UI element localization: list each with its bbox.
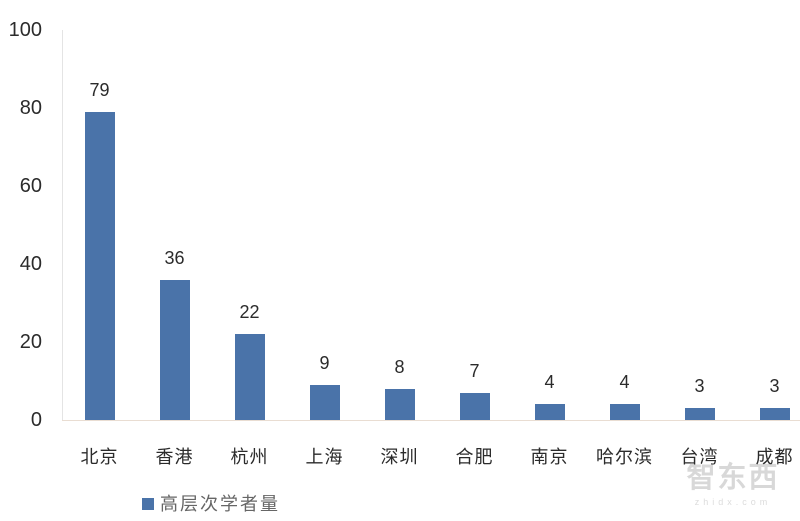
bar (459, 393, 490, 420)
bar (159, 280, 190, 420)
legend-label: 高层次学者量 (160, 494, 280, 514)
x-tick-label: 南京 (530, 447, 569, 467)
legend: 高层次学者量 (142, 494, 280, 514)
y-tick-label: 40 (19, 253, 42, 275)
bar (84, 112, 115, 420)
bar (759, 408, 790, 420)
legend-swatch-icon (142, 498, 154, 510)
x-tick-label: 香港 (155, 447, 194, 467)
x-tick-label: 合肥 (455, 447, 494, 467)
x-axis-line (62, 420, 800, 421)
bar-value-label: 4 (619, 372, 630, 392)
bar-value-label: 9 (319, 353, 330, 373)
watermark: 智东西 zhidx.com (678, 462, 788, 507)
x-tick-label: 深圳 (380, 447, 419, 467)
x-tick-label: 哈尔滨 (596, 447, 653, 467)
bar (384, 389, 415, 420)
bar (309, 385, 340, 420)
bar-value-label: 7 (469, 361, 480, 381)
x-tick-label: 台湾 (680, 447, 719, 467)
bar (684, 408, 715, 420)
bar-value-label: 36 (164, 248, 185, 268)
bar (234, 334, 265, 420)
bar-value-label: 4 (544, 372, 555, 392)
x-tick-label: 北京 (80, 447, 119, 467)
y-tick-label: 60 (19, 175, 42, 197)
x-tick-label: 上海 (305, 447, 344, 467)
bar-value-label: 3 (694, 376, 705, 396)
y-tick-label: 20 (19, 331, 42, 353)
bar-value-label: 8 (394, 357, 405, 377)
bar (534, 404, 565, 420)
bar (609, 404, 640, 420)
bar-value-label: 3 (769, 376, 780, 396)
x-tick-label: 成都 (755, 447, 794, 467)
bar-value-label: 79 (89, 80, 110, 100)
watermark-url-text: zhidx.com (694, 497, 772, 507)
y-axis-line (62, 30, 63, 420)
x-tick-label: 杭州 (230, 447, 269, 467)
y-tick-label: 100 (8, 19, 42, 41)
y-tick-label: 80 (19, 97, 42, 119)
bar-value-label: 22 (239, 302, 260, 322)
y-tick-label: 0 (30, 409, 42, 431)
